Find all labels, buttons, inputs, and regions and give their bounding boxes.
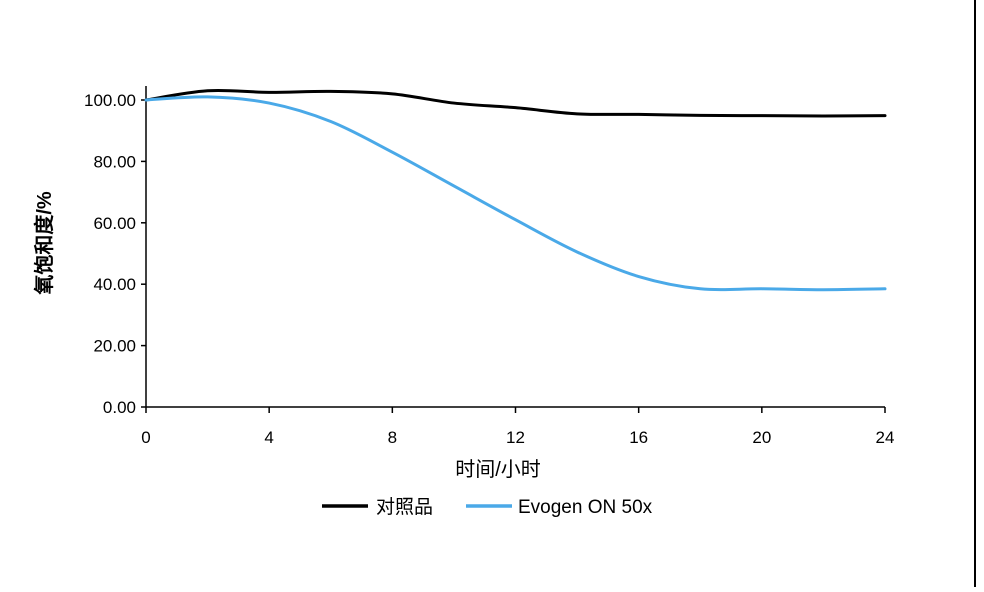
- x-tick-label: 20: [752, 428, 771, 447]
- y-tick-label: 0.00: [103, 398, 136, 417]
- x-tick-label: 16: [629, 428, 648, 447]
- y-tick-label: 40.00: [93, 275, 136, 294]
- x-tick-label: 24: [876, 428, 895, 447]
- series-line-0: [144, 88, 887, 118]
- y-tick-label: 80.00: [93, 152, 136, 171]
- x-tick-label: 4: [264, 428, 273, 447]
- y-tick-label: 20.00: [93, 337, 136, 356]
- axes: 0.00 20.00 40.00 60.00 80.00 100.00 0 4 8 12 16 20 2…: [84, 86, 894, 447]
- x-tick-label: 0: [141, 428, 150, 447]
- frame-right-border: [974, 0, 976, 587]
- legend: 对照品 Evogen ON 50x: [322, 496, 653, 518]
- y-tick-label: 60.00: [93, 214, 136, 233]
- x-tick-label: 8: [388, 428, 397, 447]
- x-axis-title: 时间/小时: [455, 458, 541, 481]
- x-tick-label: 12: [506, 428, 525, 447]
- series-line-1: [144, 95, 887, 292]
- plot-area: [144, 88, 887, 292]
- y-axis-title: 氧饱和度/%: [32, 191, 56, 296]
- legend-label-1: Evogen ON 50x: [518, 497, 653, 518]
- legend-label-0: 对照品: [376, 496, 433, 518]
- y-tick-label: 100.00: [84, 91, 136, 110]
